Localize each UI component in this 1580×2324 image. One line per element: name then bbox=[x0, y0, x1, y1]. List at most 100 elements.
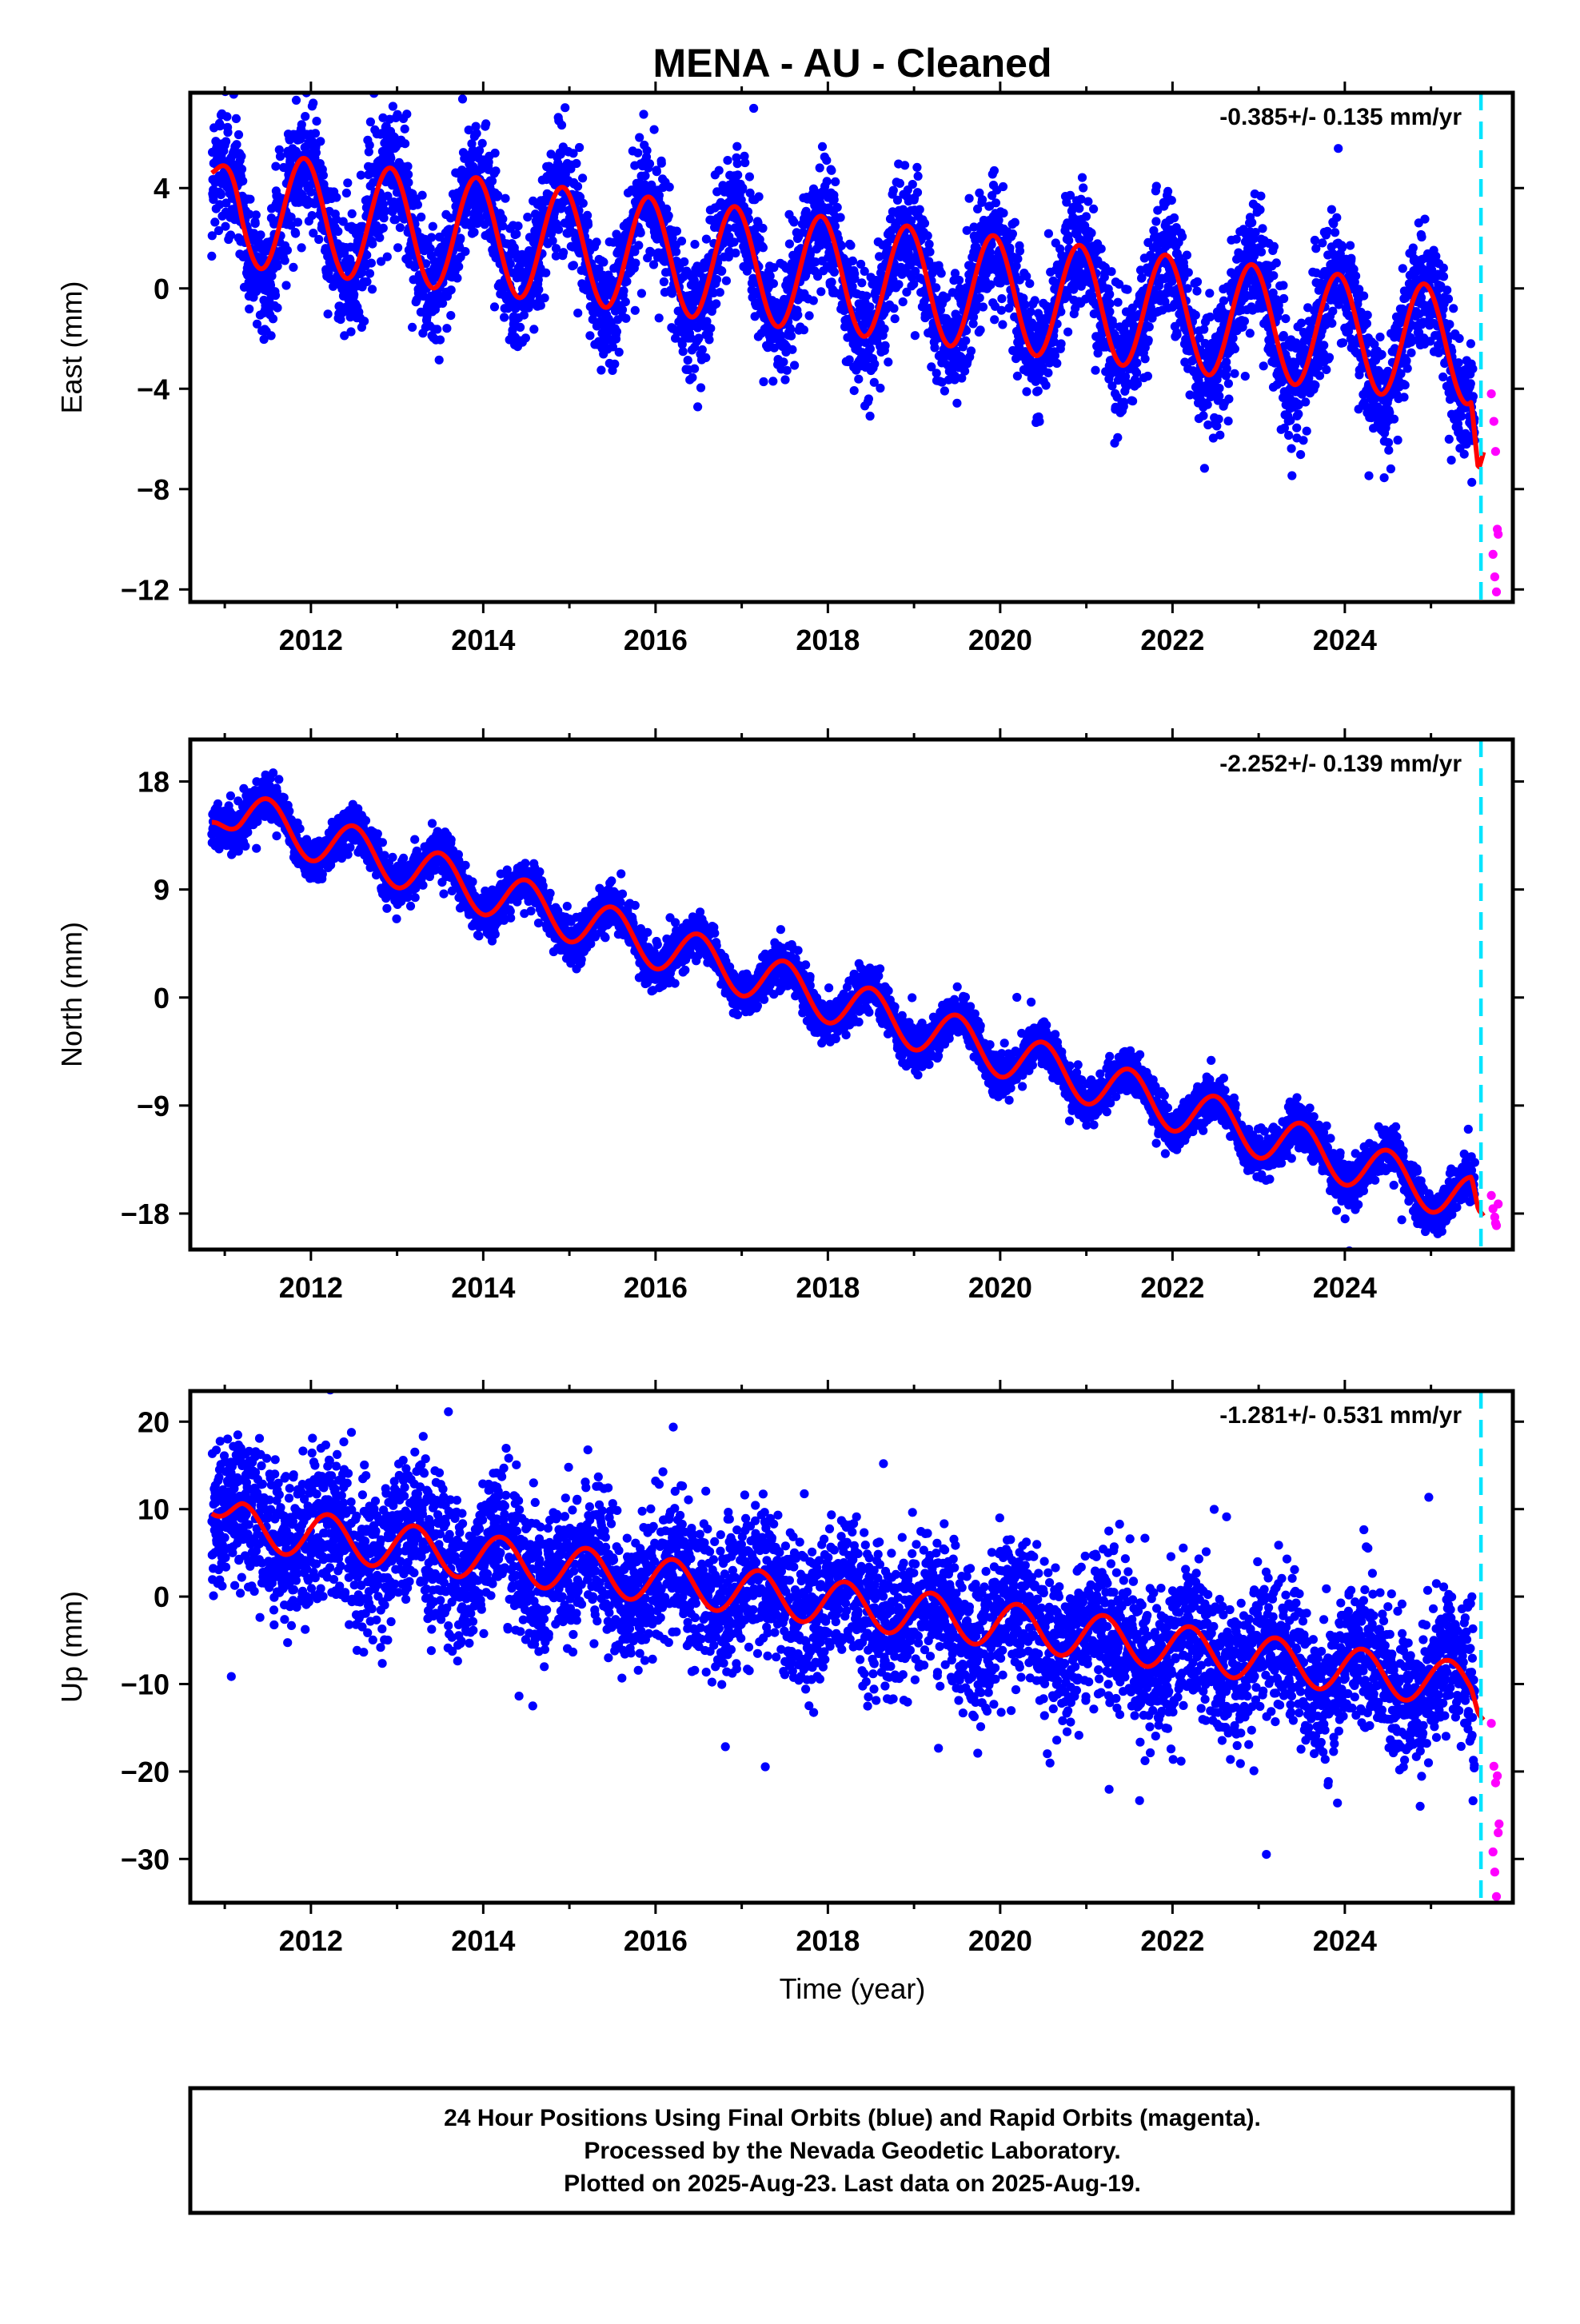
final-orbit-point bbox=[870, 359, 880, 369]
final-orbit-point bbox=[1015, 275, 1024, 285]
final-orbit-point bbox=[936, 269, 946, 278]
final-orbit-point bbox=[314, 234, 324, 245]
final-orbit-point bbox=[876, 383, 885, 393]
final-orbit-point bbox=[453, 273, 462, 283]
final-orbit-point bbox=[1239, 317, 1249, 326]
final-orbit-point bbox=[1259, 361, 1268, 371]
final-orbit-point bbox=[333, 226, 343, 237]
final-orbit-point bbox=[1240, 372, 1250, 381]
final-orbit-point bbox=[636, 228, 645, 237]
final-orbit-point bbox=[801, 206, 811, 216]
final-orbit-point bbox=[404, 177, 413, 187]
final-orbit-point bbox=[237, 165, 247, 174]
final-orbit-point bbox=[765, 271, 775, 281]
final-orbit-point bbox=[631, 258, 640, 268]
final-orbit-point bbox=[997, 294, 1007, 304]
final-orbit-point bbox=[652, 167, 661, 177]
final-orbit-point bbox=[1151, 181, 1161, 191]
final-orbit-point bbox=[759, 377, 768, 387]
final-orbit-point bbox=[915, 205, 924, 214]
final-orbit-point bbox=[1069, 285, 1079, 294]
final-orbit-point bbox=[286, 221, 296, 230]
final-orbit-point bbox=[1224, 394, 1234, 404]
final-orbit-point bbox=[573, 309, 583, 318]
final-orbit-point bbox=[738, 183, 748, 193]
final-orbit-point bbox=[281, 281, 291, 290]
final-orbit-point bbox=[207, 231, 217, 241]
final-orbit-point bbox=[340, 331, 349, 341]
final-orbit-point bbox=[808, 296, 818, 305]
final-orbit-point bbox=[942, 293, 952, 302]
final-orbit-point bbox=[1022, 272, 1031, 281]
final-orbit-point bbox=[642, 145, 652, 155]
final-orbit-point bbox=[572, 158, 581, 169]
final-orbit-point bbox=[1250, 251, 1259, 261]
final-orbit-point bbox=[343, 178, 353, 188]
final-orbit-point bbox=[245, 304, 254, 314]
final-orbit-point bbox=[573, 181, 583, 191]
final-orbit-point bbox=[500, 313, 509, 322]
final-orbit-point bbox=[390, 215, 401, 225]
final-orbit-point bbox=[890, 314, 900, 324]
final-orbit-point bbox=[610, 359, 620, 369]
final-orbit-point bbox=[1297, 318, 1307, 328]
final-orbit-point bbox=[556, 149, 565, 159]
final-orbit-point bbox=[1192, 286, 1202, 296]
final-orbit-point bbox=[971, 305, 980, 315]
final-orbit-point bbox=[1324, 353, 1335, 362]
final-orbit-point bbox=[1379, 473, 1389, 483]
final-orbit-point bbox=[585, 331, 595, 341]
final-orbit-point bbox=[680, 257, 689, 267]
final-orbit-point bbox=[1228, 333, 1238, 343]
final-orbit-point bbox=[697, 345, 707, 355]
final-orbit-point bbox=[356, 170, 365, 180]
final-orbit-point bbox=[461, 247, 470, 257]
final-orbit-point bbox=[973, 204, 983, 213]
final-orbit-point bbox=[1327, 318, 1337, 328]
final-orbit-point bbox=[469, 227, 479, 237]
final-orbit-point bbox=[894, 280, 904, 289]
final-orbit-point bbox=[402, 110, 412, 119]
final-orbit-point bbox=[1178, 232, 1187, 241]
final-orbit-point bbox=[913, 171, 923, 181]
final-orbit-point bbox=[454, 261, 464, 272]
final-orbit-point bbox=[1223, 417, 1233, 426]
final-orbit-point bbox=[1230, 344, 1239, 353]
final-orbit-point bbox=[332, 193, 341, 202]
final-orbit-point bbox=[1338, 338, 1348, 348]
final-orbit-point bbox=[900, 161, 910, 170]
final-orbit-point bbox=[362, 277, 372, 286]
final-orbit-point bbox=[1132, 379, 1143, 389]
final-orbit-point bbox=[634, 241, 644, 250]
final-orbit-point bbox=[386, 153, 396, 163]
final-orbit-point bbox=[633, 148, 643, 157]
final-orbit-point bbox=[836, 241, 846, 250]
final-orbit-point bbox=[438, 298, 448, 308]
final-orbit-point bbox=[388, 102, 397, 111]
final-orbit-point bbox=[923, 231, 932, 241]
final-orbit-point bbox=[827, 277, 836, 287]
final-orbit-point bbox=[273, 303, 282, 313]
final-orbit-point bbox=[270, 290, 281, 301]
final-orbit-point bbox=[1222, 357, 1231, 367]
final-orbit-point bbox=[975, 293, 984, 303]
final-orbit-point bbox=[273, 261, 282, 271]
final-orbit-point bbox=[693, 402, 703, 412]
final-orbit-point bbox=[318, 170, 328, 180]
final-orbit-point bbox=[375, 233, 385, 242]
final-orbit-point bbox=[407, 322, 417, 332]
final-orbit-point bbox=[360, 317, 369, 326]
final-orbit-point bbox=[860, 266, 869, 276]
final-orbit-point bbox=[654, 190, 664, 200]
final-orbit-point bbox=[968, 319, 978, 329]
final-orbit-point bbox=[291, 95, 301, 105]
final-orbit-point bbox=[251, 210, 261, 220]
final-orbit-point bbox=[789, 217, 799, 227]
final-orbit-point bbox=[1172, 330, 1182, 340]
final-orbit-point bbox=[758, 243, 768, 253]
final-orbit-point bbox=[733, 170, 743, 180]
final-orbit-point bbox=[849, 386, 859, 396]
final-orbit-point bbox=[822, 177, 832, 186]
final-orbit-point bbox=[596, 365, 606, 375]
final-orbit-point bbox=[569, 149, 578, 158]
